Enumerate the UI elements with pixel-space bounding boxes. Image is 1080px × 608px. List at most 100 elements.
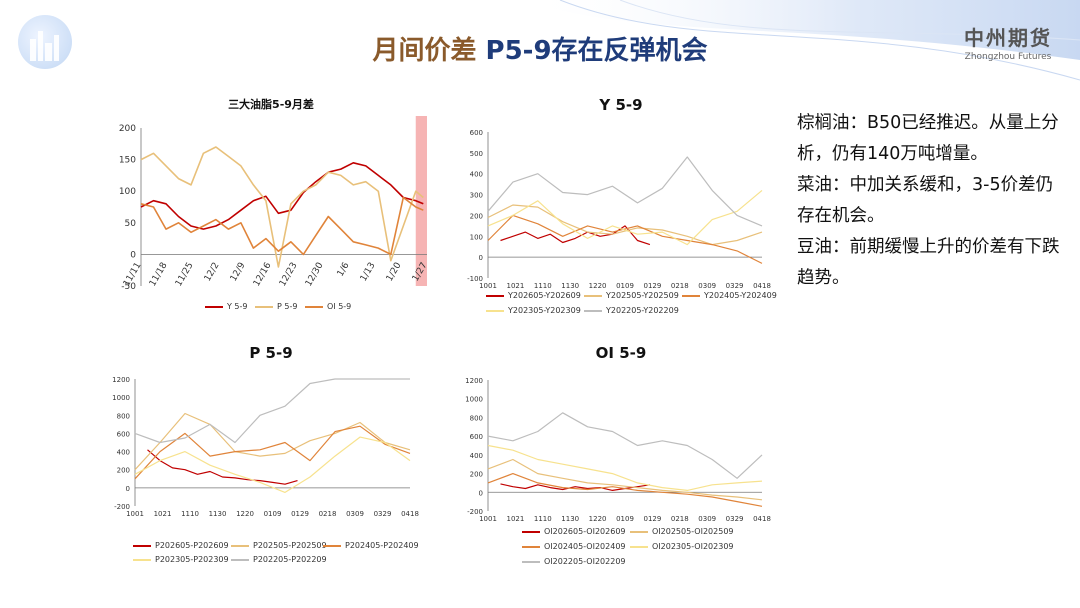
y-tick-label: 1200: [112, 376, 130, 384]
x-tick-label: 1130: [561, 282, 579, 290]
y-tick-label: 400: [470, 452, 483, 460]
x-tick-label: 1/13: [359, 261, 378, 284]
y-tick-label: 600: [117, 430, 130, 438]
series-line: [487, 189, 763, 246]
x-tick-label: 0218: [671, 515, 689, 523]
x-tick-label: 0329: [726, 282, 744, 290]
x-tick-label: 1021: [506, 515, 524, 523]
x-tick-label: 0109: [264, 510, 282, 518]
x-tick-label: 0329: [374, 510, 392, 518]
chart-title: 三大油脂5-9月差: [228, 98, 314, 111]
legend-item: Y 5-9: [205, 302, 248, 311]
legend-item: P202505-P202509: [231, 541, 327, 550]
x-tick-label: 0129: [291, 510, 309, 518]
series-line: [134, 436, 411, 493]
legend-item: Y202605-Y202609: [486, 291, 581, 300]
series-line: [487, 473, 763, 507]
series-line: [134, 412, 411, 471]
y-tick-label: 500: [470, 150, 483, 158]
x-tick-label: 0129: [643, 282, 661, 290]
chart-panel-oils: 三大油脂5-9月差 200 150 100 50 0 -50 11/11 11/18 11/25…: [105, 88, 437, 320]
x-tick-label: 1110: [181, 510, 199, 518]
x-tick-label: 1130: [561, 515, 579, 523]
y-tick-label: 200: [119, 124, 136, 134]
series-line: [487, 444, 763, 491]
x-tick-label: 1110: [534, 282, 552, 290]
legend-item: P202605-P202609: [133, 541, 229, 550]
title-cn: 月间价差: [372, 36, 477, 66]
y-tick-label: 0: [130, 250, 136, 260]
x-tick-label: 0309: [346, 510, 364, 518]
x-tick-label: 11/18: [148, 261, 170, 289]
chart-legend: OI202605-OI202609 OI202505-OI202509 OI20…: [460, 527, 782, 575]
x-tick-label: 1220: [589, 282, 607, 290]
x-tick-label: 0109: [616, 282, 634, 290]
chart-panel-oi: OI 5-9 1200 1000 800 600 400 200 0 -200 1001 1021…: [460, 338, 782, 578]
x-tick-label: 12/16: [252, 261, 274, 289]
legend-item: OI202605-OI202609: [522, 527, 626, 536]
series-line: [487, 412, 763, 479]
x-tick-label: 1021: [506, 282, 524, 290]
chart-title: P 5-9: [249, 344, 293, 362]
chart-title: Y 5-9: [599, 96, 643, 114]
x-tick-label: 0218: [671, 282, 689, 290]
x-tick-label: 1001: [479, 282, 497, 290]
highlight-band: [415, 116, 427, 286]
series-line: [134, 425, 411, 480]
y-tick-label: 800: [470, 414, 483, 422]
y-tick-label: 200: [470, 471, 483, 479]
legend-item: OI202205-OI202209: [522, 557, 626, 566]
y-tick-label: 600: [470, 433, 483, 441]
y-tick-label: 600: [470, 129, 483, 137]
y-tick-label: 300: [470, 192, 483, 200]
x-tick-label: 12/9: [229, 261, 248, 284]
y-tick-label: 1000: [465, 396, 483, 404]
legend-item: P202205-P202209: [231, 555, 327, 564]
series-line: [140, 146, 424, 268]
legend-item: OI202505-OI202509: [630, 527, 734, 536]
y-tick-label: 1000: [112, 394, 130, 402]
legend-item: P202405-P202409: [323, 541, 419, 550]
x-tick-label: 11/25: [174, 261, 196, 288]
y-tick-label: 400: [117, 449, 130, 457]
legend-item: Y202205-Y202209: [584, 306, 679, 315]
series-line: [487, 214, 763, 264]
y-tick-label: -200: [467, 508, 483, 516]
x-tick-label: 0418: [753, 282, 771, 290]
chart-legend: P202605-P202609 P202505-P202509 P202405-…: [105, 541, 437, 573]
series-line: [140, 162, 424, 230]
y-tick-label: 100: [470, 233, 483, 241]
brand-cn: 中州期货: [964, 26, 1052, 50]
x-tick-label: 1/6: [336, 261, 352, 279]
x-tick-label: 12/23: [278, 261, 300, 288]
title-en: P5-9存在反弹机会: [485, 36, 708, 66]
y-tick-label: -100: [467, 275, 483, 283]
chart-legend: Y 5-9 P 5-9 OI 5-9: [105, 302, 437, 316]
brand-logo: 中州期货 Zhongzhou Futures: [964, 22, 1052, 62]
x-tick-label: 1021: [154, 510, 172, 518]
commentary-text: 棕榈油：B50已经推迟。从量上分析，仍有140万吨增量。 菜油：中加关系缓和，3…: [797, 108, 1067, 294]
x-tick-label: 12/30: [304, 261, 326, 289]
y-tick-label: 800: [117, 412, 130, 420]
x-tick-label: 0418: [753, 515, 771, 523]
series-line: [487, 204, 763, 246]
y-tick-label: 100: [119, 187, 136, 197]
y-tick-label: -50: [121, 282, 136, 292]
legend-item: OI 5-9: [305, 302, 351, 311]
x-tick-label: 1001: [479, 515, 497, 523]
commentary-rapeseed: 菜油：中加关系缓和，3-5价差仍存在机会。: [797, 175, 1054, 226]
x-tick-label: 0329: [726, 515, 744, 523]
x-tick-label: 12/2: [203, 261, 222, 284]
x-tick-label: 11/11: [122, 261, 144, 288]
x-tick-label: 0309: [698, 515, 716, 523]
x-tick-label: 1110: [534, 515, 552, 523]
y-tick-label: -200: [114, 503, 130, 511]
legend-item: Y202305-Y202309: [486, 306, 581, 315]
legend-item: P 5-9: [255, 302, 297, 311]
commentary-palm: 棕榈油：B50已经推迟。从量上分析，仍有140万吨增量。: [797, 113, 1059, 164]
series-line: [140, 196, 424, 256]
